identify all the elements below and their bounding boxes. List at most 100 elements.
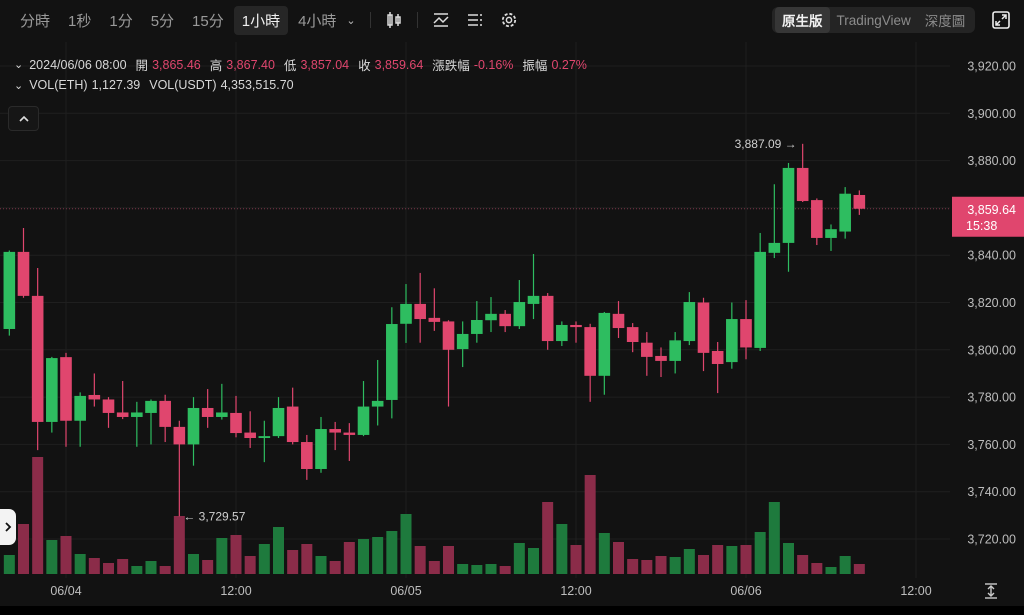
volume-bar xyxy=(372,537,384,574)
indicator-icon[interactable] xyxy=(428,7,454,33)
chevron-down-icon[interactable]: ⌄ xyxy=(14,79,24,92)
volume-bar xyxy=(683,549,695,574)
y-axis-label: 3,880.00 xyxy=(967,154,1016,168)
toolbar: 分時 1秒 1分 5分 15分 1小時 4小時 ⌄ xyxy=(0,0,1024,40)
candle-body xyxy=(485,313,497,321)
candle-body xyxy=(626,327,639,342)
timeframe-tab[interactable]: 15分 xyxy=(192,12,224,30)
timeframe-tab[interactable]: 4小時 xyxy=(298,12,337,30)
candle-body xyxy=(286,406,299,443)
x-axis-label: 12:00 xyxy=(560,584,591,598)
candle-body xyxy=(825,229,837,238)
timeframe-tab-active[interactable]: 1小時 xyxy=(233,5,289,35)
volume-bar xyxy=(783,543,795,574)
volume-bar xyxy=(400,514,412,574)
volume-bar xyxy=(103,563,115,574)
amplitude-value: 0.27% xyxy=(551,57,587,72)
candle xyxy=(159,394,171,443)
candle xyxy=(244,411,256,448)
volume-bar xyxy=(216,538,228,574)
volume-bar xyxy=(754,532,766,574)
chevron-down-icon[interactable]: ⌄ xyxy=(14,59,24,71)
candle-body xyxy=(145,400,157,413)
max-price-annotation: 3,887.09 → xyxy=(735,137,797,151)
timeframe-tab[interactable]: 分時 xyxy=(20,12,51,30)
candle-body xyxy=(201,407,214,417)
close-label: 收 xyxy=(358,59,371,73)
candle xyxy=(315,416,327,473)
candle xyxy=(258,420,271,463)
gear-icon[interactable] xyxy=(496,7,522,33)
volume-bar xyxy=(230,535,242,574)
collapse-info-button[interactable] xyxy=(8,106,39,131)
candle xyxy=(782,162,795,272)
candle xyxy=(768,184,781,259)
candle-body xyxy=(244,432,256,439)
candle xyxy=(442,320,455,407)
candle xyxy=(726,302,738,369)
volume-bar xyxy=(358,539,370,574)
fullscreen-icon[interactable] xyxy=(991,10,1011,30)
candle xyxy=(201,389,214,428)
candle xyxy=(754,232,766,351)
candle-body xyxy=(60,357,72,421)
volume-bar xyxy=(513,543,525,574)
candle-body xyxy=(570,324,582,328)
y-axis-label: 3,920.00 xyxy=(967,60,1016,74)
view-depth-tab[interactable]: 深度圖 xyxy=(924,14,966,29)
volume-bar xyxy=(768,502,780,574)
volume-bar xyxy=(853,564,865,574)
volume-bar xyxy=(131,566,143,574)
candle-body xyxy=(386,324,398,400)
volume-bar xyxy=(570,545,582,574)
candle-datetime: 2024/06/06 08:00 xyxy=(29,57,127,72)
view-native-tab[interactable]: 原生版 xyxy=(775,7,830,33)
y-axis-label: 3,760.00 xyxy=(967,438,1016,452)
volume-bar xyxy=(145,561,157,574)
list-icon[interactable] xyxy=(462,7,488,33)
y-axis-label: 3,900.00 xyxy=(967,107,1016,121)
candle-body xyxy=(541,295,554,342)
candlestick-icon[interactable] xyxy=(381,7,407,33)
timeframe-tab[interactable]: 1秒 xyxy=(68,12,92,30)
chevron-down-icon[interactable]: ⌄ xyxy=(346,14,356,27)
volume-bar xyxy=(258,544,270,574)
bottom-bar xyxy=(0,606,1024,615)
volume-bar xyxy=(542,502,554,574)
candle xyxy=(46,356,58,433)
timeframe-tab[interactable]: 5分 xyxy=(150,12,175,30)
candle xyxy=(697,297,710,372)
view-switcher: 原生版 TradingView 深度圖 xyxy=(772,7,976,33)
volume-bar xyxy=(244,556,256,574)
volume-bar xyxy=(726,546,738,574)
volume-bar xyxy=(839,556,851,574)
candle-body xyxy=(768,242,781,253)
candle xyxy=(796,143,809,202)
fit-scale-icon[interactable] xyxy=(982,582,1000,600)
volume-bar xyxy=(471,565,483,574)
expand-left-button[interactable] xyxy=(0,509,16,545)
y-axis-label: 3,800.00 xyxy=(967,343,1016,357)
candle xyxy=(471,301,483,343)
candle-body xyxy=(471,320,483,334)
volume-bar xyxy=(698,555,710,574)
volume-bar xyxy=(584,475,596,574)
candle-body xyxy=(315,429,327,469)
candle-body xyxy=(442,321,455,350)
candle-body xyxy=(527,295,540,304)
candle xyxy=(527,254,540,320)
candle xyxy=(145,399,157,445)
candle-body xyxy=(754,251,766,348)
volume-bar xyxy=(343,542,355,574)
low-label: 低 xyxy=(283,59,297,73)
timeframe-tab[interactable]: 1分 xyxy=(109,12,133,30)
candle-body xyxy=(697,302,710,353)
volume-bar xyxy=(641,560,653,574)
candle-body xyxy=(726,319,738,363)
candle-body xyxy=(782,167,795,243)
view-tradingview-tab[interactable]: TradingView xyxy=(836,12,911,28)
candle xyxy=(570,321,582,343)
volume-bar xyxy=(273,527,285,574)
high-label: 高 xyxy=(209,59,223,73)
